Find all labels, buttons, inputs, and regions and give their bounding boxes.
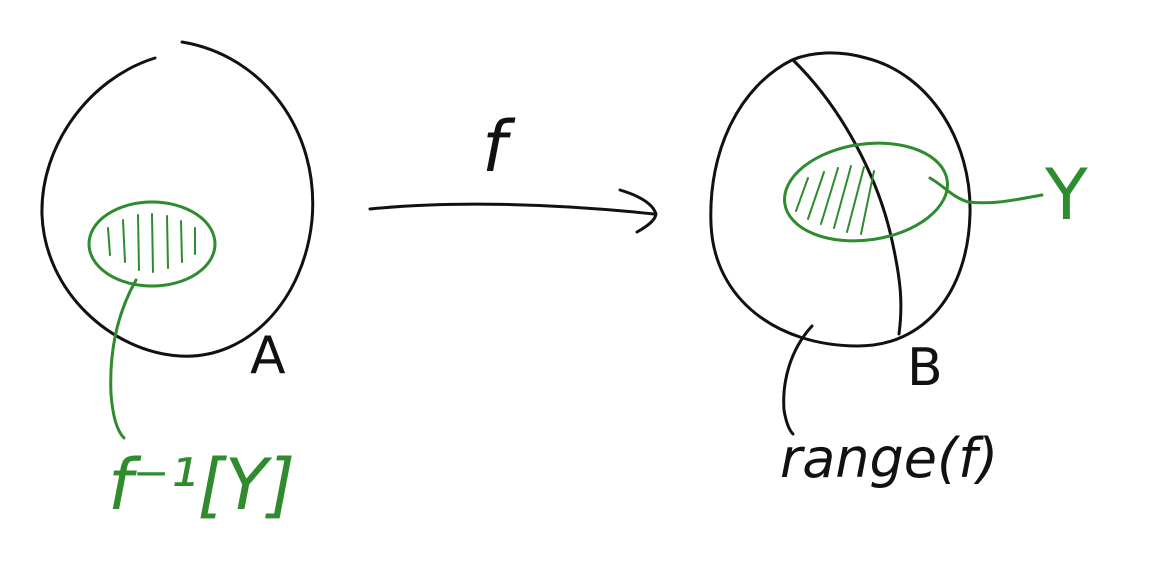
subset-y-hatch-line [795, 177, 809, 212]
preimage-label: f⁻¹[Y] [108, 444, 296, 526]
codomain-set-b [709, 51, 972, 348]
preimage-hatching [107, 213, 196, 273]
preimage-hatch-line [122, 219, 126, 263]
preimage-hatch-line [180, 220, 183, 263]
subset-y-hatch-line [860, 170, 875, 235]
preimage-hatch-line [166, 215, 169, 269]
map-label: f [482, 106, 507, 188]
subset-y-ellipse [783, 141, 949, 243]
preimage-hatch-line [107, 227, 111, 256]
subset-y-label: Y [1045, 154, 1088, 236]
mapping-arrow-head [618, 188, 658, 234]
mapping-arrow-line [368, 202, 656, 216]
domain-set-a [40, 40, 315, 358]
range-boundary-line [791, 58, 903, 336]
range-leader-line [782, 324, 814, 436]
preimage-hatch-line [151, 213, 154, 273]
subset-y-hatching [795, 165, 875, 235]
subset-y-hatch-line [833, 165, 852, 229]
range-label: range(f) [780, 427, 999, 490]
preimage-leader-line [109, 278, 138, 440]
subset-y-hatch-line [820, 167, 839, 225]
preimage-ellipse [87, 200, 217, 288]
subset-y-hatch-line [807, 171, 825, 220]
subset-y-leader-line [928, 176, 1044, 205]
codomain-label: B [907, 338, 943, 398]
subset-y-hatch-line [846, 166, 865, 233]
domain-label: A [250, 326, 286, 386]
preimage-hatch-line [137, 214, 140, 271]
